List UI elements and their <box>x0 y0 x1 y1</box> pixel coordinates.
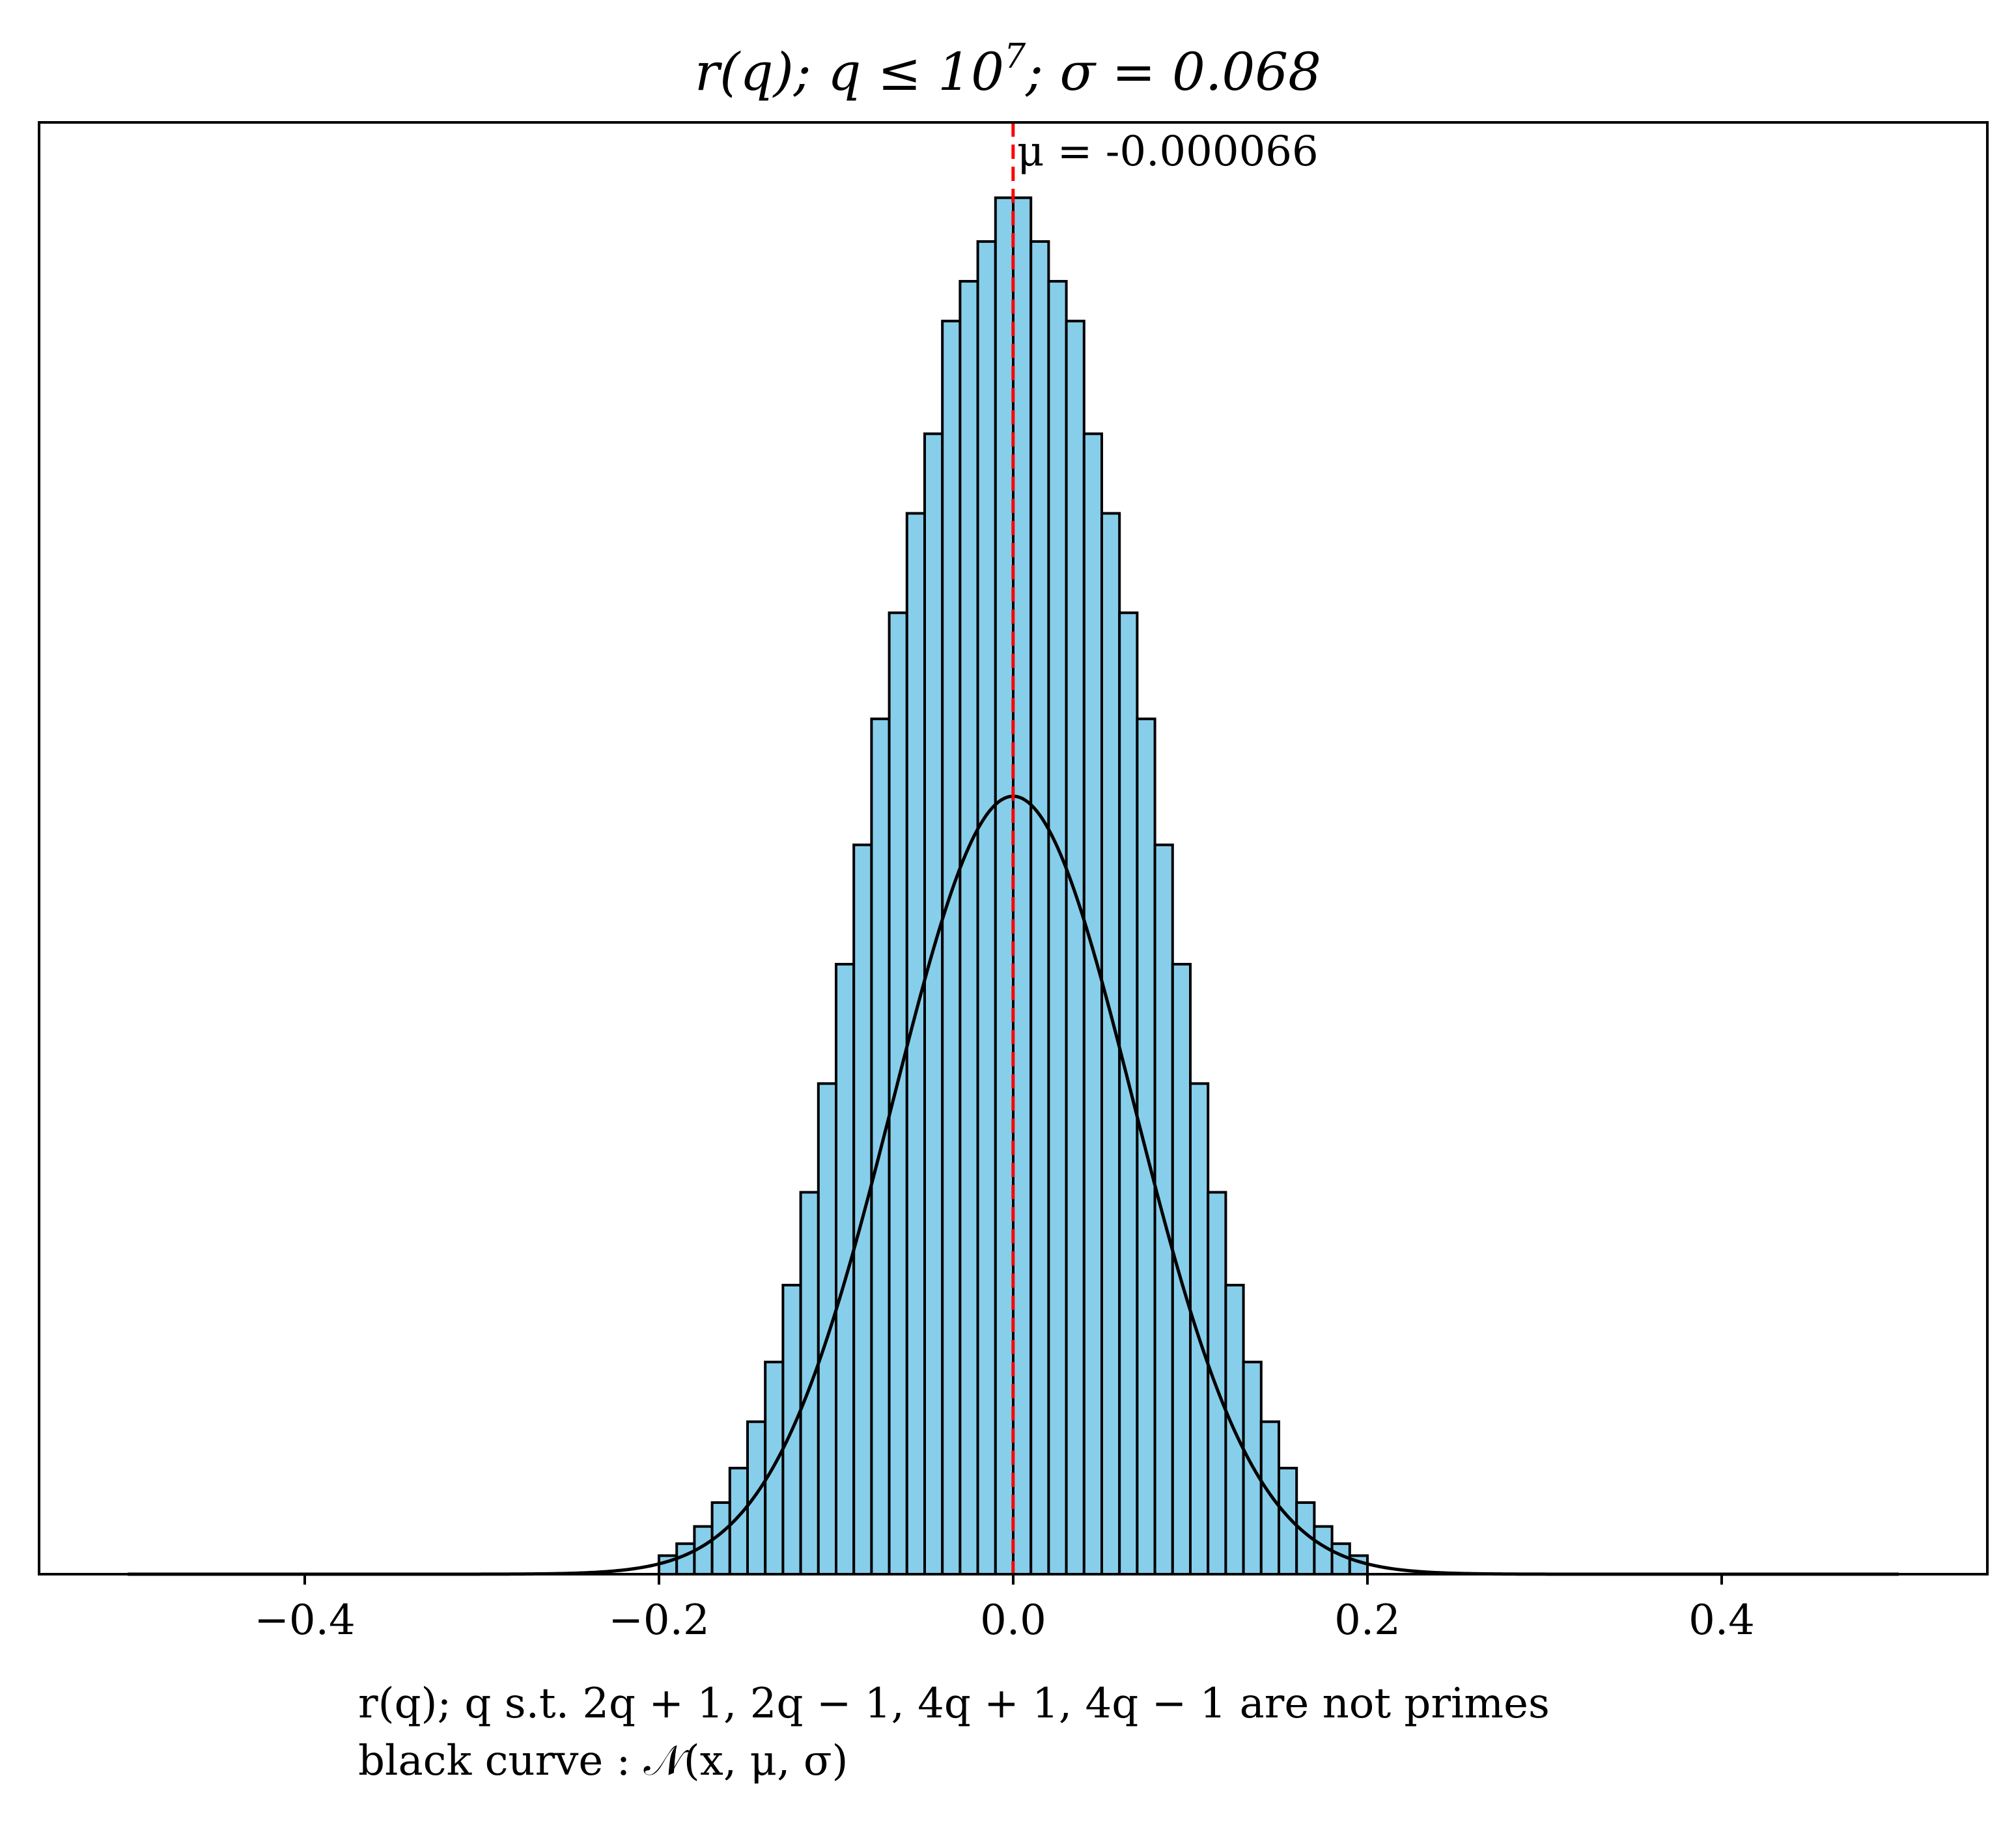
histogram-bar <box>994 196 1015 1576</box>
svg-text:r(q); q ≤ 107; σ = 0.068: r(q); q ≤ 107; σ = 0.068 <box>695 37 1321 102</box>
histogram-bar <box>1082 432 1104 1575</box>
chart-title-tail: ; σ = 0.068 <box>1025 42 1321 102</box>
histogram-bar <box>1189 1082 1210 1576</box>
histogram-bar <box>1100 512 1121 1575</box>
histogram-bar <box>852 843 873 1575</box>
histogram-bar <box>746 1420 767 1575</box>
x-tick-label: 0.0 <box>980 1596 1046 1645</box>
histogram-bar <box>817 1082 838 1576</box>
histogram-bar <box>976 240 997 1575</box>
x-axis-ticks: −0.4 −0.2 0.0 0.2 0.4 <box>254 1574 1755 1645</box>
plot-area <box>128 122 1899 1576</box>
histogram-bar <box>923 432 944 1575</box>
chart-title-exponent: 7 <box>1004 37 1026 76</box>
x-tick-label: −0.2 <box>608 1596 709 1645</box>
histogram-bar <box>1012 196 1033 1576</box>
histogram-bar <box>1065 320 1085 1576</box>
histogram-bar <box>1047 280 1068 1575</box>
histogram-bar <box>835 963 856 1575</box>
x-axis-label-line-1: r(q); q s.t. 2q + 1, 2q − 1, 4q + 1, 4q … <box>358 1680 1550 1728</box>
chart-title: r(q); q ≤ 107; σ = 0.068 <box>695 37 1321 102</box>
histogram-bar <box>1259 1420 1281 1575</box>
histogram-bar <box>905 512 927 1575</box>
histogram-bar <box>888 611 908 1576</box>
x-tick-label: 0.4 <box>1688 1596 1755 1645</box>
histogram-bar <box>1153 843 1174 1575</box>
x-tick-label: 0.2 <box>1334 1596 1401 1645</box>
histogram-bar <box>1118 611 1139 1576</box>
histogram-bar <box>941 320 962 1576</box>
histogram-bar <box>799 1191 820 1575</box>
histogram-bar <box>1207 1191 1227 1575</box>
x-tick-label: −0.4 <box>254 1596 355 1645</box>
chart-title-main: r(q); q ≤ 10 <box>695 42 1004 102</box>
x-axis-label-line-2: black curve : 𝒩(x, μ, σ) <box>358 1737 848 1785</box>
histogram-bar <box>1171 963 1192 1575</box>
mean-annotation: μ = -0.000066 <box>1017 128 1319 176</box>
histogram-bar <box>1029 240 1050 1575</box>
histogram-bar <box>959 280 979 1575</box>
